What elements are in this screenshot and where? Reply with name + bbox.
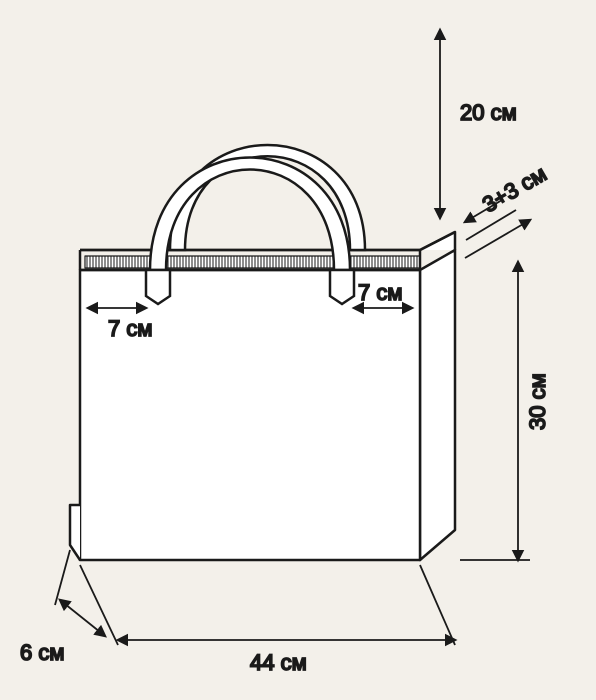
dim-gusset: 3+3 см <box>478 161 551 217</box>
dim-offset-left: 7 см <box>108 316 152 341</box>
dim-depth: 6 см <box>20 640 64 665</box>
dim-handle-height: 20 см <box>460 100 517 125</box>
bag-diagram: 20 см 3+3 см 30 см 44 см 6 см 7 см 7 см <box>0 0 596 700</box>
dim-offset-right: 7 см <box>358 280 402 305</box>
dim-height: 30 см <box>525 373 550 430</box>
dim-width: 44 см <box>250 650 307 675</box>
